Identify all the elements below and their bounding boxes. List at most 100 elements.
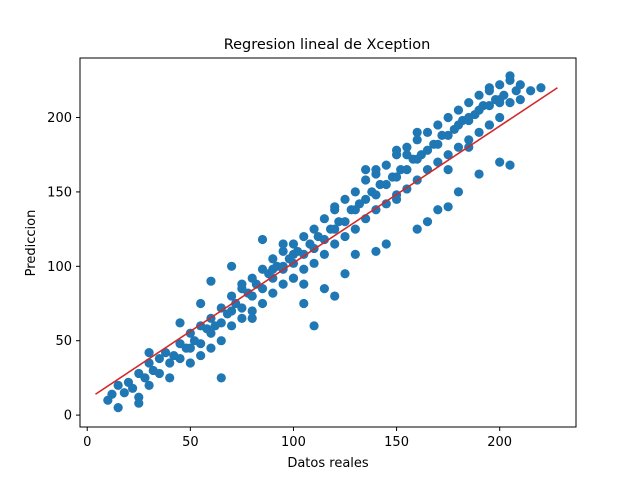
data-point [495,98,505,108]
data-point [505,160,515,170]
data-point [433,139,443,149]
data-point [505,98,515,108]
x-tick-label: 150 [384,435,409,450]
data-point [526,86,536,96]
data-point [536,83,546,93]
data-point [144,348,154,358]
data-point [495,80,505,90]
y-tick-label: 0 [64,409,72,424]
data-point [381,179,391,190]
data-point [165,358,175,368]
plot-area [79,57,577,428]
data-point [278,239,288,249]
data-point [422,145,433,155]
data-point [515,80,525,90]
data-point [237,279,247,289]
data-point [464,98,474,108]
data-point [309,224,319,234]
data-point [185,343,195,353]
data-point [412,135,422,145]
data-point [154,353,165,364]
data-point [515,95,525,105]
data-point [484,101,494,111]
data-point [433,205,443,215]
data-point [196,350,206,361]
data-point [226,261,237,271]
data-point [412,127,422,137]
data-point [391,194,402,204]
data-point [206,276,216,286]
data-point [309,258,319,268]
data-point [113,403,123,413]
data-point [474,90,484,100]
data-point [350,249,360,260]
y-tick-label: 200 [47,111,72,126]
data-point [237,303,247,313]
data-point [499,90,509,100]
data-point [330,224,340,234]
data-point [371,164,381,175]
data-point [119,388,129,398]
data-point [443,130,453,140]
data-point [361,175,371,185]
data-point [175,318,185,328]
data-point [140,373,150,383]
x-tick-label: 100 [281,435,306,450]
data-point [350,187,360,197]
data-point [453,187,464,197]
data-point [257,284,268,294]
data-point [422,127,433,137]
data-point [381,199,391,209]
data-point [226,291,237,301]
data-point [165,373,175,383]
data-point [350,224,360,234]
data-point [247,306,257,316]
regression-line [95,87,558,395]
y-axis-label: Prediccion [24,210,39,277]
data-point [340,217,350,227]
data-point [340,269,350,279]
data-point [216,303,226,313]
data-point [107,389,117,399]
data-point [474,169,484,179]
data-point [113,380,123,390]
data-point [319,214,329,224]
data-point [381,239,391,249]
data-point [288,249,299,260]
data-point [381,160,391,170]
data-point [196,339,206,349]
data-point [402,150,412,160]
data-point [268,254,278,264]
x-tick-label: 200 [487,435,512,450]
data-point [484,86,494,96]
data-point [309,321,319,331]
x-tick-label: 50 [182,435,199,450]
data-point [278,246,288,257]
data-point [319,234,329,245]
data-point [278,279,288,289]
data-point [422,164,433,175]
data-point [371,246,381,257]
data-point [495,112,505,123]
data-point [361,194,371,204]
data-point [330,239,340,249]
data-point [288,239,299,249]
x-axis: 0 50 100 150 200 [83,427,512,450]
data-point [216,373,226,383]
data-point [196,298,206,309]
y-axis: 0 50 100 150 200 [47,111,80,424]
data-point [299,298,309,309]
data-point [257,298,268,309]
data-point [257,234,268,245]
data-point [299,279,309,289]
data-point [144,380,154,390]
y-tick-label: 50 [55,334,72,349]
data-point [402,142,412,152]
data-point [185,328,195,338]
data-point [268,264,278,274]
data-point [247,313,257,323]
data-point [340,231,350,242]
scatter-points [103,71,546,413]
data-point [391,172,402,182]
